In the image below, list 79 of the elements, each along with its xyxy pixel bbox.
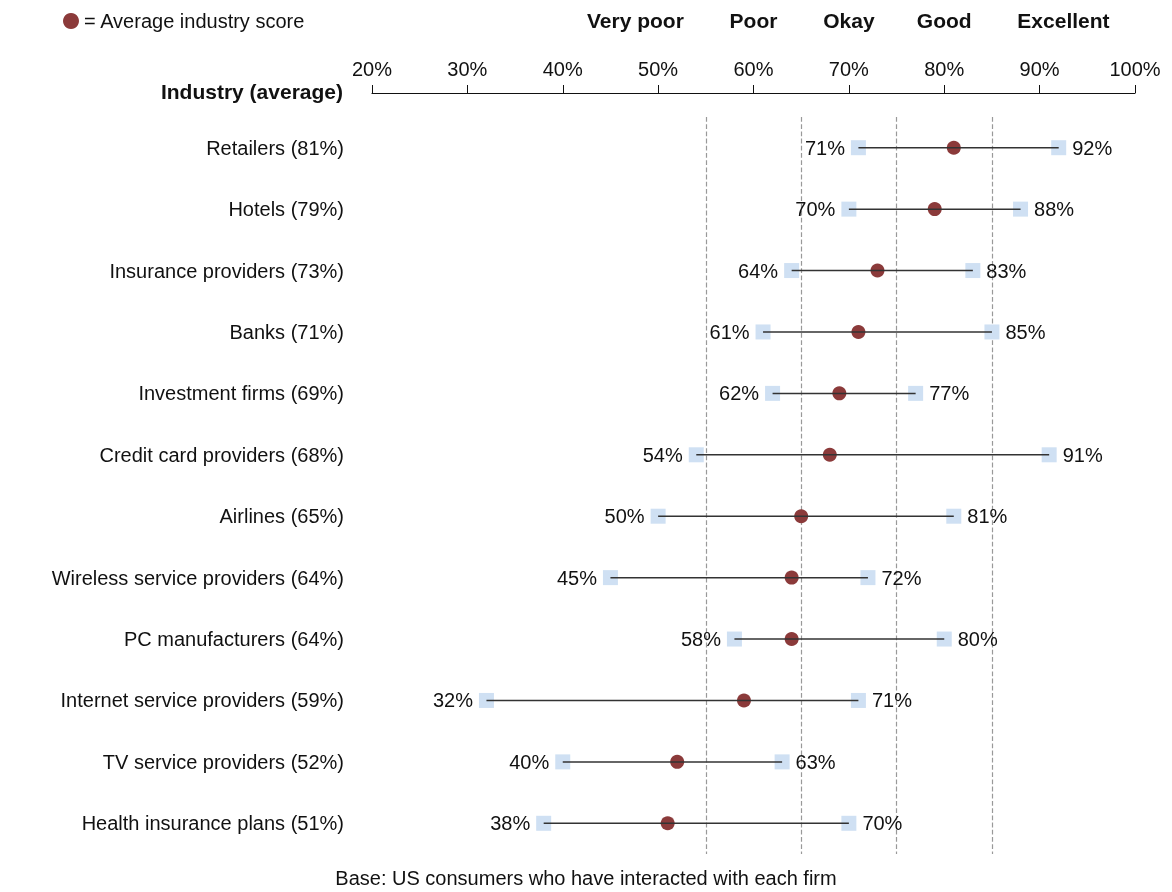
- point: [774, 754, 790, 770]
- x-tick-label: 20%: [351, 58, 393, 80]
- x-tick-label: 50%: [638, 58, 679, 80]
- data-label: 45%: [556, 566, 598, 589]
- data-label: 38%: [490, 812, 531, 835]
- y-tick-label: Hotels (79%): [228, 198, 344, 221]
- text: Poor: [729, 8, 778, 32]
- y-tick-label: Credit card providers (68%): [99, 443, 344, 466]
- data-label: 61%: [709, 320, 750, 343]
- point: [908, 385, 924, 401]
- data-label: 71%: [804, 136, 846, 159]
- point: [650, 508, 666, 524]
- y-tick-label: Investment firms (69%): [138, 382, 344, 405]
- x-tick-label: 70%: [828, 58, 870, 80]
- data-label: 88%: [1034, 198, 1075, 221]
- data-label: 71%: [871, 689, 913, 712]
- data-label: 62%: [719, 382, 760, 405]
- data-label: 32%: [432, 689, 474, 712]
- y-tick-label: Airlines (65%): [219, 505, 344, 528]
- point: [965, 263, 981, 279]
- y-tick-label: TV service providers (52%): [102, 750, 344, 773]
- point: [850, 692, 866, 708]
- x-tick-label: 40%: [542, 58, 583, 80]
- text: Very poor: [586, 8, 684, 32]
- data-label: 70%: [862, 812, 903, 835]
- point: [765, 385, 781, 401]
- y-tick-label: Health insurance plans (51%): [81, 812, 344, 835]
- legend-label: = Average industry score: [84, 10, 305, 32]
- data-label: 50%: [604, 505, 645, 528]
- x-tick-label: 80%: [924, 58, 965, 80]
- point: [755, 324, 771, 340]
- data-label: 54%: [642, 443, 683, 466]
- data-label: 58%: [680, 628, 722, 651]
- data-label: 40%: [509, 750, 550, 773]
- point: [850, 140, 866, 156]
- y-tick-label: Retailers (81%): [206, 136, 344, 159]
- point: [736, 693, 751, 708]
- data-label: 83%: [986, 259, 1027, 282]
- y-tick-label: Internet service providers (59%): [60, 689, 344, 712]
- x-tick-label: 60%: [733, 58, 774, 80]
- point: [688, 447, 704, 463]
- y-tick-label: PC manufacturers (64%): [123, 628, 344, 651]
- data-label: 63%: [795, 750, 836, 773]
- data-label: 81%: [967, 505, 1008, 528]
- x-tick-label: 30%: [447, 58, 488, 80]
- point: [478, 692, 494, 708]
- point: [946, 140, 961, 155]
- point: [841, 815, 857, 831]
- point: [984, 324, 1000, 340]
- data-label: 91%: [1062, 443, 1103, 466]
- point: [555, 754, 571, 770]
- x-tick-label: 100%: [1109, 58, 1161, 80]
- point: [1041, 447, 1057, 463]
- text: Base: US consumers who have interacted with each firm: [335, 867, 837, 889]
- point: [860, 570, 876, 586]
- data-label: 64%: [738, 259, 779, 282]
- point: [1013, 201, 1029, 217]
- data-label: 92%: [1072, 136, 1113, 159]
- data-label: 80%: [957, 628, 998, 651]
- y-axis-title: Industry (average): [160, 80, 343, 103]
- point: [946, 508, 962, 524]
- point: [602, 570, 618, 586]
- point: [536, 815, 552, 831]
- data-label: 70%: [795, 198, 836, 221]
- text: Good: [916, 8, 972, 32]
- point: [936, 631, 952, 647]
- point: [726, 631, 742, 647]
- y-tick-label: Insurance providers (73%): [109, 259, 344, 282]
- point: [784, 263, 800, 279]
- y-tick-label: Banks (71%): [229, 320, 344, 343]
- data-label: 77%: [929, 382, 970, 405]
- text: Okay: [823, 8, 875, 32]
- text: Excellent: [1017, 8, 1110, 32]
- x-tick-label: 90%: [1019, 58, 1060, 80]
- point: [1051, 140, 1067, 156]
- y-tick-label: Wireless service providers (64%): [51, 566, 344, 589]
- data-label: 85%: [1005, 320, 1046, 343]
- data-label: 72%: [881, 566, 922, 589]
- point: [841, 201, 857, 217]
